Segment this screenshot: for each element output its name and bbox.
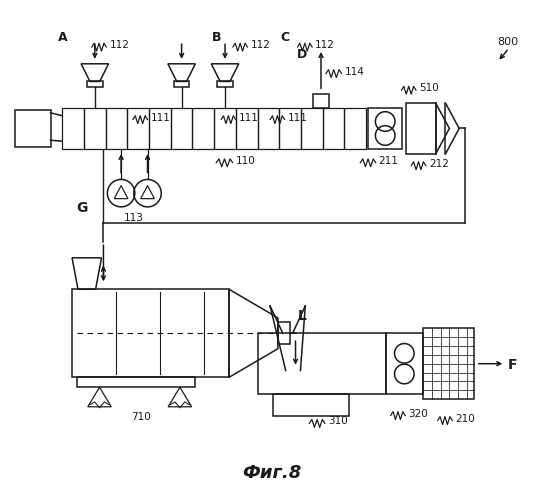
Bar: [273, 394, 349, 415]
Text: L: L: [298, 308, 306, 322]
Text: 212: 212: [429, 159, 449, 169]
Bar: [72, 289, 229, 378]
Bar: [279, 108, 301, 149]
Text: 111: 111: [239, 112, 258, 122]
Text: 800: 800: [497, 37, 518, 47]
Text: G: G: [76, 201, 88, 215]
Bar: [106, 108, 127, 149]
Bar: [386, 334, 423, 394]
Text: 210: 210: [455, 414, 475, 424]
Text: 113: 113: [124, 213, 144, 223]
Text: 310: 310: [328, 416, 348, 426]
Text: 710: 710: [131, 412, 151, 422]
Text: 111: 111: [288, 112, 307, 122]
Bar: [368, 108, 403, 149]
Bar: [258, 334, 386, 394]
Bar: [171, 108, 193, 149]
Bar: [323, 108, 344, 149]
Text: B: B: [212, 31, 221, 44]
Bar: [278, 322, 289, 344]
Bar: [87, 82, 103, 87]
Bar: [313, 94, 329, 108]
Text: 112: 112: [250, 40, 270, 50]
Bar: [344, 108, 366, 149]
Bar: [174, 82, 189, 87]
Bar: [77, 378, 195, 387]
Text: D: D: [297, 48, 307, 60]
Bar: [217, 82, 233, 87]
Bar: [257, 108, 279, 149]
Text: 110: 110: [236, 156, 256, 166]
Bar: [149, 108, 171, 149]
Bar: [236, 108, 257, 149]
Text: Фиг.8: Фиг.8: [243, 464, 301, 482]
Bar: [301, 108, 323, 149]
Text: A: A: [58, 31, 67, 44]
Bar: [62, 108, 84, 149]
Text: C: C: [281, 31, 289, 44]
Bar: [214, 108, 236, 149]
Text: 114: 114: [344, 66, 364, 76]
Text: 211: 211: [378, 156, 398, 166]
Text: F: F: [508, 358, 518, 372]
Bar: [15, 110, 51, 147]
Bar: [127, 108, 149, 149]
Bar: [193, 108, 214, 149]
Bar: [406, 103, 436, 154]
Text: 510: 510: [419, 84, 439, 94]
Bar: [84, 108, 106, 149]
Text: 320: 320: [408, 408, 428, 418]
Text: 112: 112: [109, 40, 129, 50]
Text: 111: 111: [151, 112, 170, 122]
Text: 112: 112: [315, 40, 335, 50]
Bar: [423, 328, 474, 399]
